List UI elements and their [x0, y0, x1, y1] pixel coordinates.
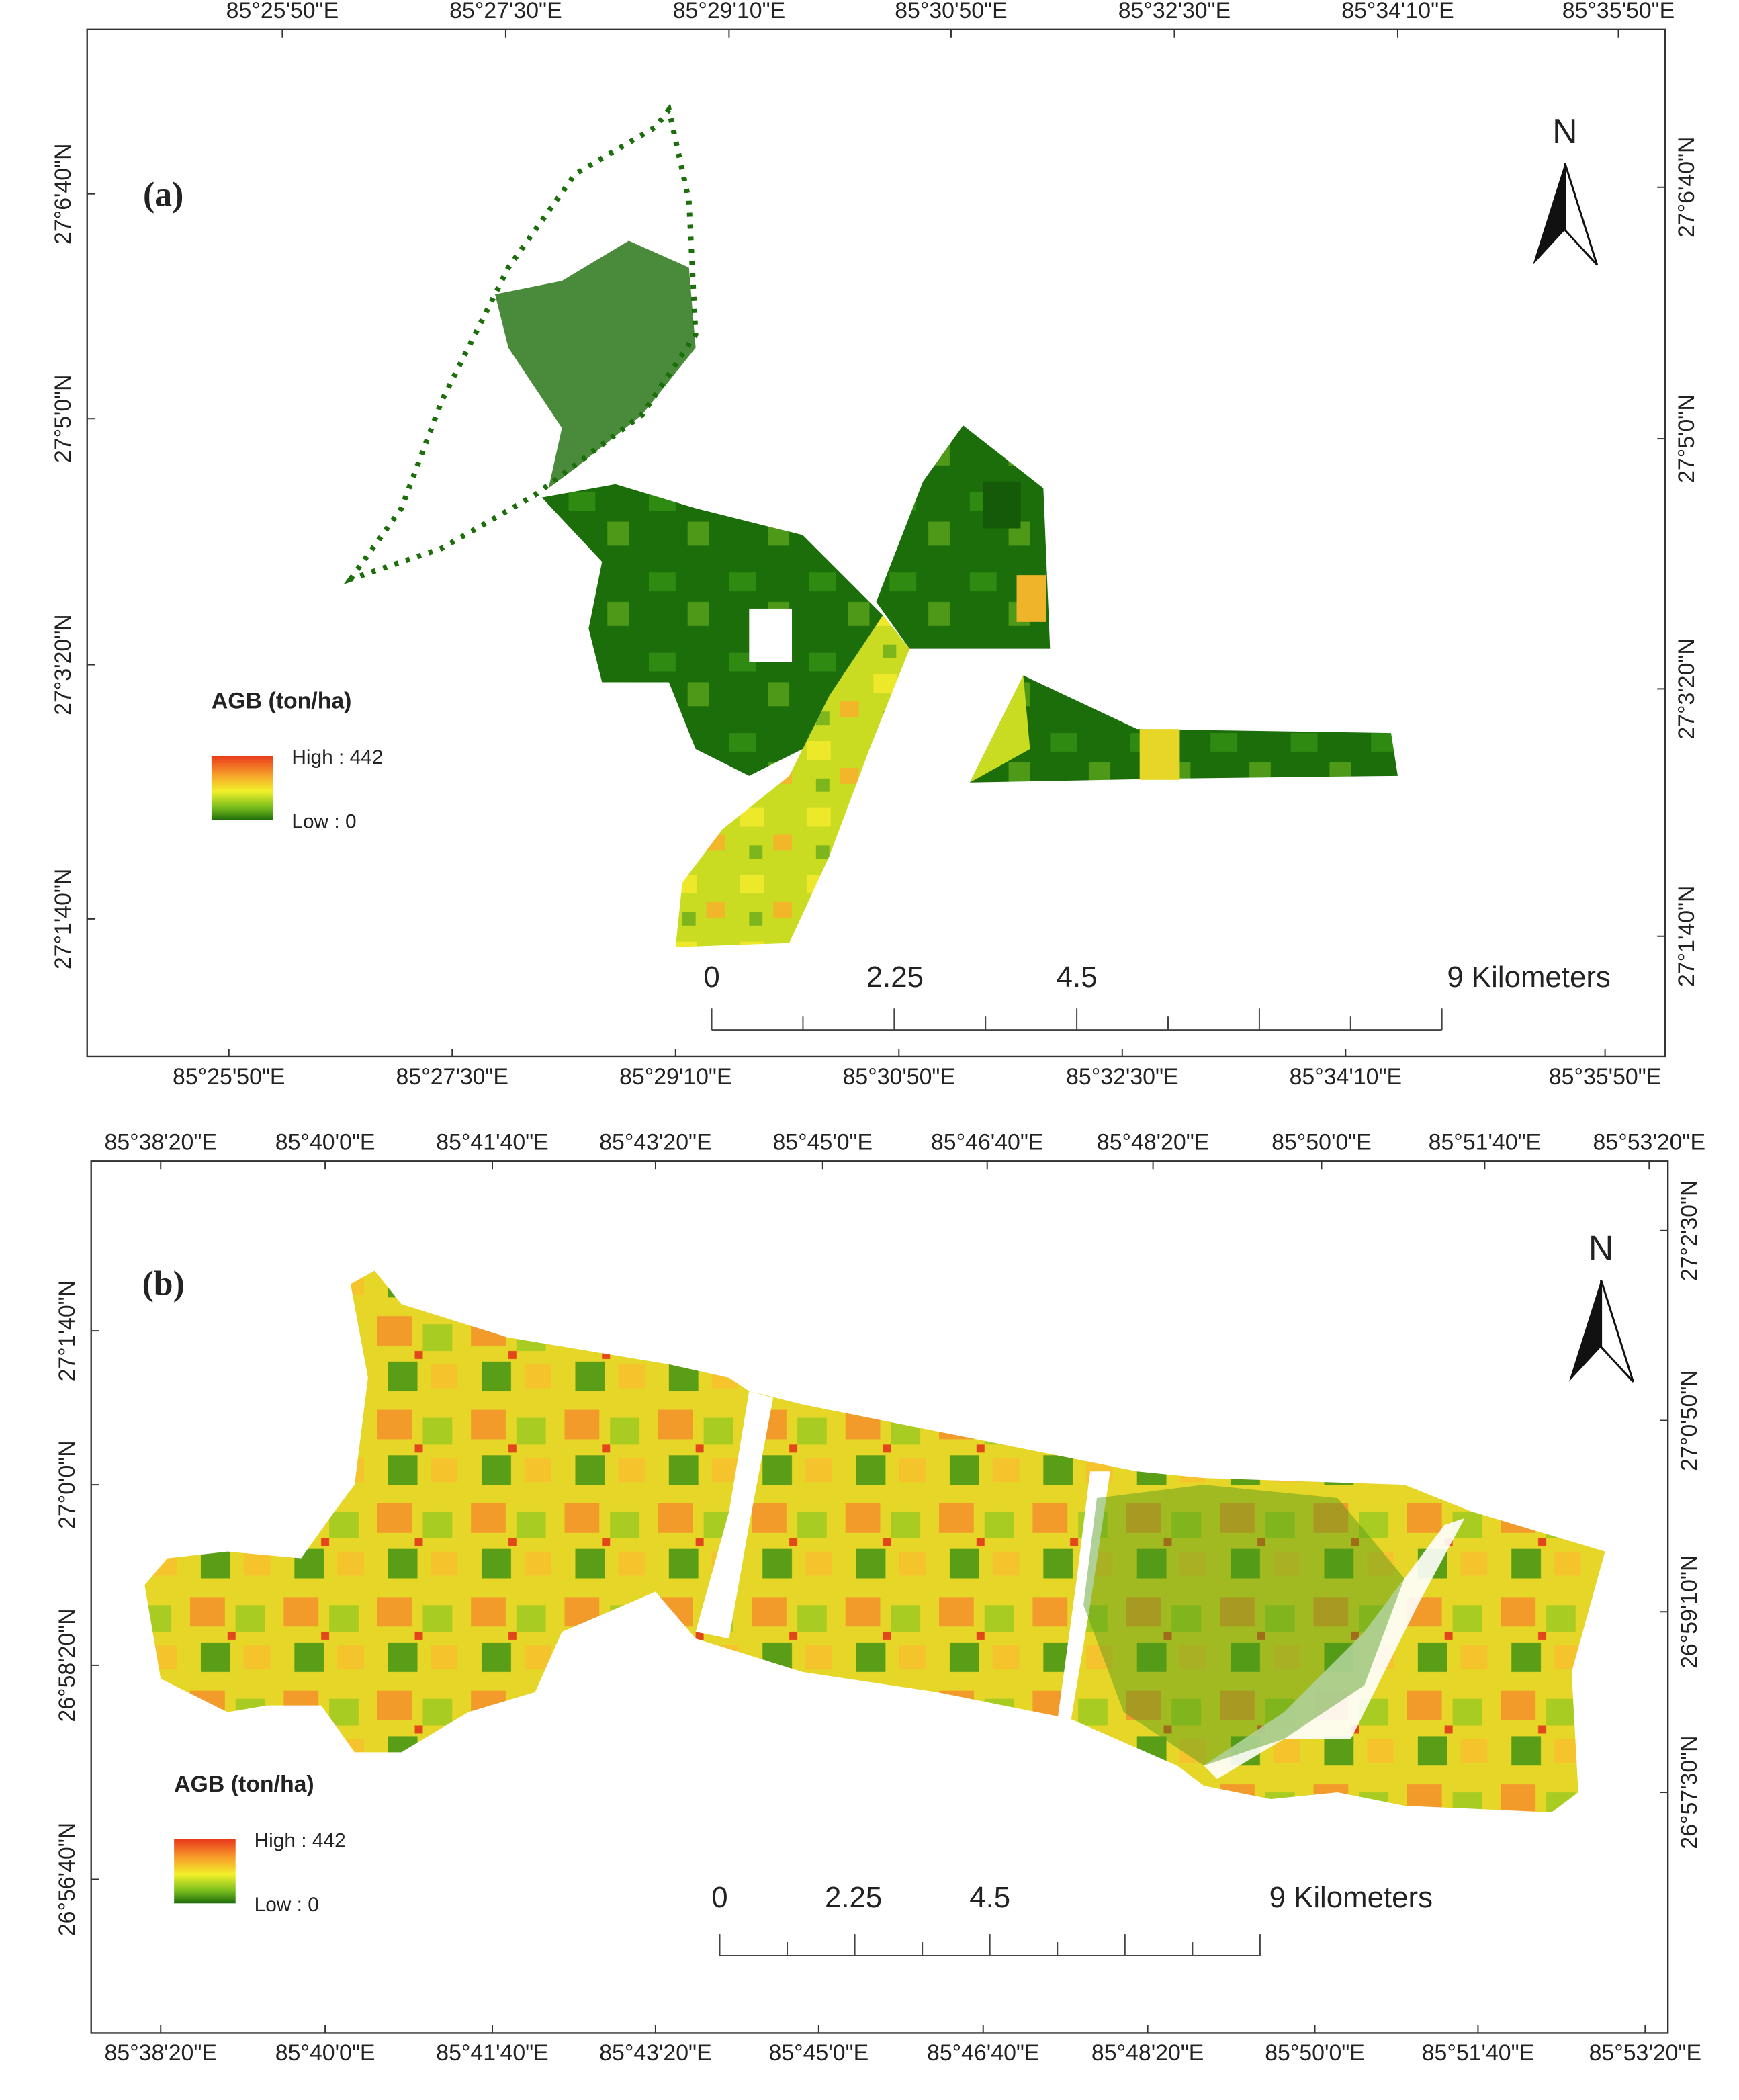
- x-label-top: 85°27'30"E: [449, 0, 562, 24]
- map-raster: [343, 103, 1398, 947]
- legend-title: AGB (ton/ha): [174, 1771, 314, 1797]
- y-label-right: 26°59'10"N: [1677, 1555, 1702, 1669]
- north-label: N: [1552, 112, 1577, 150]
- panel-frame: [90, 1160, 1669, 2034]
- x-label-bottom: 85°27'30"E: [396, 1064, 508, 1090]
- x-label-bottom: 85°53'20"E: [1589, 2040, 1701, 2066]
- north-arrow: [1533, 163, 1565, 265]
- x-label-top: 85°38'20"E: [104, 1129, 216, 1155]
- legend-title: AGB (ton/ha): [212, 688, 352, 713]
- x-label-top: 85°32'30"E: [1118, 0, 1231, 24]
- x-label-bottom: 85°43'20"E: [599, 2040, 711, 2066]
- x-label-top: 85°45'0"E: [772, 1129, 873, 1155]
- x-label-bottom: 85°35'50"E: [1549, 1064, 1661, 1090]
- legend-ramp: [211, 755, 273, 820]
- x-label-top: 85°30'50"E: [895, 0, 1007, 24]
- y-label-right: 27°5'0"N: [1674, 394, 1699, 483]
- x-label-top: 85°50'0"E: [1272, 1129, 1372, 1155]
- north-arrow: [1568, 1280, 1601, 1382]
- y-label-left: 26°58'20"N: [54, 1608, 80, 1722]
- north-label: N: [1589, 1228, 1613, 1267]
- x-label-bottom: 85°29'10"E: [619, 1064, 731, 1090]
- scale-label: 2.25: [866, 961, 924, 994]
- panel-label: (a): [143, 176, 183, 214]
- x-label-bottom: 85°25'50"E: [173, 1064, 285, 1090]
- y-label-right: 27°3'20"N: [1674, 638, 1699, 740]
- x-label-top: 85°40'0"E: [275, 1129, 375, 1155]
- y-label-right: 27°1'40"N: [1674, 886, 1699, 988]
- y-label-left: 27°5'0"N: [50, 374, 76, 463]
- y-label-left: 26°56'40"N: [54, 1823, 80, 1936]
- x-label-top: 85°46'40"E: [931, 1129, 1043, 1155]
- scale-label: 4.5: [1057, 961, 1098, 994]
- north-arrow: [1600, 1280, 1634, 1383]
- x-label-bottom: 85°41'40"E: [436, 2040, 548, 2066]
- x-label-bottom: 85°51'40"E: [1422, 2040, 1534, 2066]
- y-label-right: 26°57'30"N: [1677, 1735, 1702, 1849]
- x-label-top: 85°25'50"E: [226, 0, 339, 24]
- panel-frame: [86, 28, 1666, 1058]
- x-label-top: 85°29'10"E: [673, 0, 785, 24]
- scale-label: 4.5: [969, 1881, 1010, 1914]
- legend-low: Low : 0: [292, 810, 356, 832]
- scale-label: 0: [703, 961, 719, 994]
- x-label-bottom: 85°45'0"E: [769, 2040, 869, 2066]
- x-label-bottom: 85°32'30"E: [1066, 1064, 1178, 1090]
- y-label-left: 27°1'40"N: [50, 869, 76, 970]
- x-label-bottom: 85°46'40"E: [927, 2040, 1039, 2066]
- scale-label: 2.25: [825, 1881, 882, 1914]
- x-label-top: 85°48'20"E: [1097, 1129, 1209, 1155]
- y-label-left: 27°6'40"N: [50, 143, 76, 245]
- x-label-bottom: 85°38'20"E: [104, 2040, 216, 2066]
- x-label-top: 85°43'20"E: [599, 1129, 711, 1155]
- scale-label: 0: [711, 1881, 727, 1914]
- y-label-left: 27°1'40"N: [54, 1280, 80, 1381]
- y-label-right: 27°6'40"N: [1674, 137, 1699, 238]
- x-label-top: 85°41'40"E: [436, 1129, 548, 1155]
- x-label-bottom: 85°50'0"E: [1265, 2040, 1365, 2066]
- y-label-left: 27°0'0"N: [54, 1440, 80, 1529]
- y-label-left: 27°3'20"N: [50, 614, 76, 715]
- scale-label: 9 Kilometers: [1269, 1881, 1433, 1914]
- x-label-bottom: 85°34'10"E: [1290, 1064, 1402, 1090]
- x-label-top: 85°34'10"E: [1341, 0, 1454, 24]
- panel-label: (b): [142, 1264, 185, 1303]
- x-label-top: 85°51'40"E: [1429, 1129, 1541, 1155]
- x-label-bottom: 85°48'20"E: [1091, 2040, 1204, 2066]
- x-label-bottom: 85°40'0"E: [275, 2040, 375, 2066]
- legend-high: High : 442: [292, 746, 383, 769]
- x-label-top: 85°35'50"E: [1562, 0, 1675, 24]
- y-label-right: 27°0'50"N: [1677, 1370, 1702, 1471]
- y-label-right: 27°2'30"N: [1677, 1180, 1702, 1282]
- legend-high: High : 442: [255, 1830, 346, 1852]
- scale-label: 9 Kilometers: [1447, 961, 1610, 994]
- legend-ramp: [174, 1839, 236, 1904]
- north-arrow: [1564, 163, 1599, 266]
- x-label-top: 85°53'20"E: [1593, 1129, 1705, 1155]
- x-label-bottom: 85°30'50"E: [843, 1064, 955, 1090]
- map-raster: [144, 1270, 1605, 1812]
- legend-low: Low : 0: [255, 1894, 319, 1916]
